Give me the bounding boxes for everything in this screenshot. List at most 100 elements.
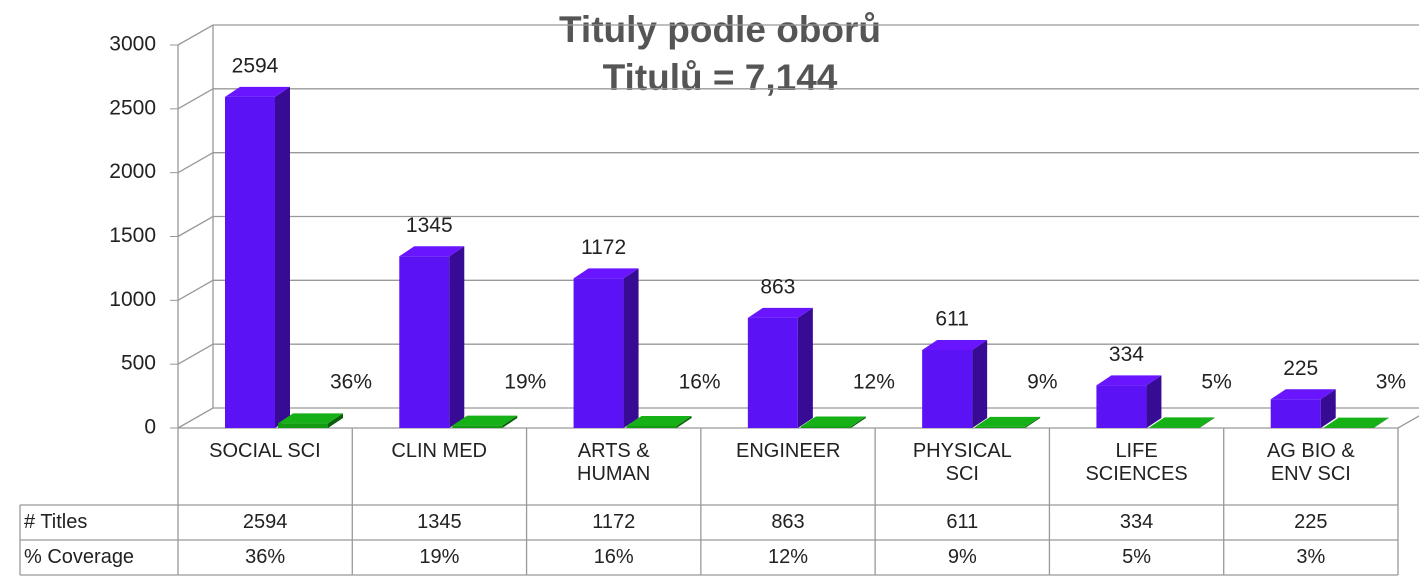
y-tick-label: 2500 xyxy=(109,96,156,119)
y-tick-label: 3000 xyxy=(109,33,156,56)
bar-face xyxy=(1270,389,1336,400)
chart-title: Tituly podle oborů xyxy=(559,9,881,50)
bar-face xyxy=(922,349,973,428)
table-row-header: # Titles xyxy=(24,511,87,533)
bar xyxy=(922,339,988,428)
bar-face xyxy=(328,413,343,428)
table-cell: 225 xyxy=(1294,511,1327,533)
y-tick-label: 1000 xyxy=(109,288,156,311)
bar-face xyxy=(573,278,624,428)
grid-line xyxy=(177,279,1419,301)
bar xyxy=(747,307,813,428)
grid-line xyxy=(177,88,1419,110)
bar-face xyxy=(225,86,290,97)
bar-face xyxy=(975,416,1041,427)
data-label: 12% xyxy=(853,371,895,394)
bar-face xyxy=(797,307,813,428)
bar-face xyxy=(449,246,465,428)
data-label: 16% xyxy=(679,371,721,394)
bar xyxy=(225,86,290,428)
bar-face xyxy=(1146,375,1162,428)
bar-face xyxy=(573,268,639,279)
x-tick-label: ENGINEER xyxy=(736,440,841,462)
bar-face xyxy=(278,423,328,428)
bar xyxy=(800,416,866,428)
bar-face xyxy=(1149,427,1200,428)
data-label: 36% xyxy=(330,371,372,394)
chart-subtitle: Titulů = 7,144 xyxy=(603,57,838,98)
table-cell: 1345 xyxy=(417,511,462,533)
y-tick-label: 2000 xyxy=(109,160,156,183)
bar-face xyxy=(975,426,1026,428)
table-cell: 19% xyxy=(419,546,459,568)
grid-line xyxy=(177,215,1419,238)
data-label: 2594 xyxy=(232,54,279,77)
bar-face xyxy=(1323,417,1389,428)
data-label: 9% xyxy=(1027,371,1057,394)
bar-face xyxy=(922,339,988,350)
bar-face xyxy=(972,339,988,428)
bar xyxy=(1323,417,1389,428)
bar xyxy=(399,246,465,428)
x-tick-label: AG BIO & ENV SCI xyxy=(1266,440,1355,485)
bar-face xyxy=(1096,375,1162,386)
bar-face xyxy=(1270,399,1321,428)
data-label: 863 xyxy=(760,275,795,298)
y-tick-label: 1500 xyxy=(109,224,156,247)
bar-face xyxy=(1320,389,1336,428)
bar xyxy=(975,416,1041,428)
bar-face xyxy=(452,425,503,428)
data-label: 611 xyxy=(935,308,968,331)
x-tick-label: ARTS & HUMAN xyxy=(577,440,651,485)
bar-face xyxy=(1096,385,1147,428)
bar xyxy=(1270,389,1336,428)
grid-line xyxy=(177,343,1419,365)
table-cell: 1172 xyxy=(592,511,635,533)
x-tick-label: PHYSICAL SCI xyxy=(912,440,1012,485)
bar-face xyxy=(747,307,813,318)
data-label: 5% xyxy=(1201,371,1231,394)
table-cell: 334 xyxy=(1120,511,1153,533)
bar-face xyxy=(1025,416,1041,428)
x-tick-label: CLIN MED xyxy=(391,440,487,462)
table-cell: 36% xyxy=(245,546,285,568)
x-tick-label: SOCIAL SCI xyxy=(209,440,321,462)
bar xyxy=(1149,417,1215,428)
table-row-header: % Coverage xyxy=(24,546,134,568)
bar-face xyxy=(399,256,450,428)
data-label: 1345 xyxy=(406,214,453,237)
y-tick-label: 500 xyxy=(121,352,156,375)
table-cell: 5% xyxy=(1122,546,1151,568)
bar-face xyxy=(1149,417,1215,428)
y-tick-label: 0 xyxy=(144,416,156,439)
bar-face xyxy=(278,413,343,424)
bar-face xyxy=(626,415,692,426)
data-label: 225 xyxy=(1283,357,1318,380)
table-cell: 2594 xyxy=(243,511,288,533)
bar xyxy=(278,413,343,428)
data-label: 3% xyxy=(1376,371,1406,394)
table-cell: 9% xyxy=(948,546,977,568)
bar xyxy=(452,415,518,428)
bar-face xyxy=(850,416,866,428)
table-cell: 12% xyxy=(768,546,808,568)
bar-face xyxy=(399,246,465,257)
data-label: 1172 xyxy=(581,236,626,259)
bar-face xyxy=(800,426,851,428)
bar-face xyxy=(623,268,639,428)
table-cell: 611 xyxy=(946,511,978,533)
bar-face xyxy=(747,317,798,428)
bar xyxy=(573,268,639,428)
bar-face xyxy=(275,86,290,428)
bar-face xyxy=(225,96,275,428)
bar xyxy=(1096,375,1162,428)
bar-face xyxy=(676,415,692,428)
table-cell: 863 xyxy=(771,511,804,533)
bar-face xyxy=(1199,417,1215,428)
bar xyxy=(626,415,692,428)
grid-line xyxy=(177,407,1419,429)
data-label: 334 xyxy=(1109,343,1144,366)
bar-face xyxy=(452,415,518,426)
grid-line xyxy=(177,24,1419,46)
